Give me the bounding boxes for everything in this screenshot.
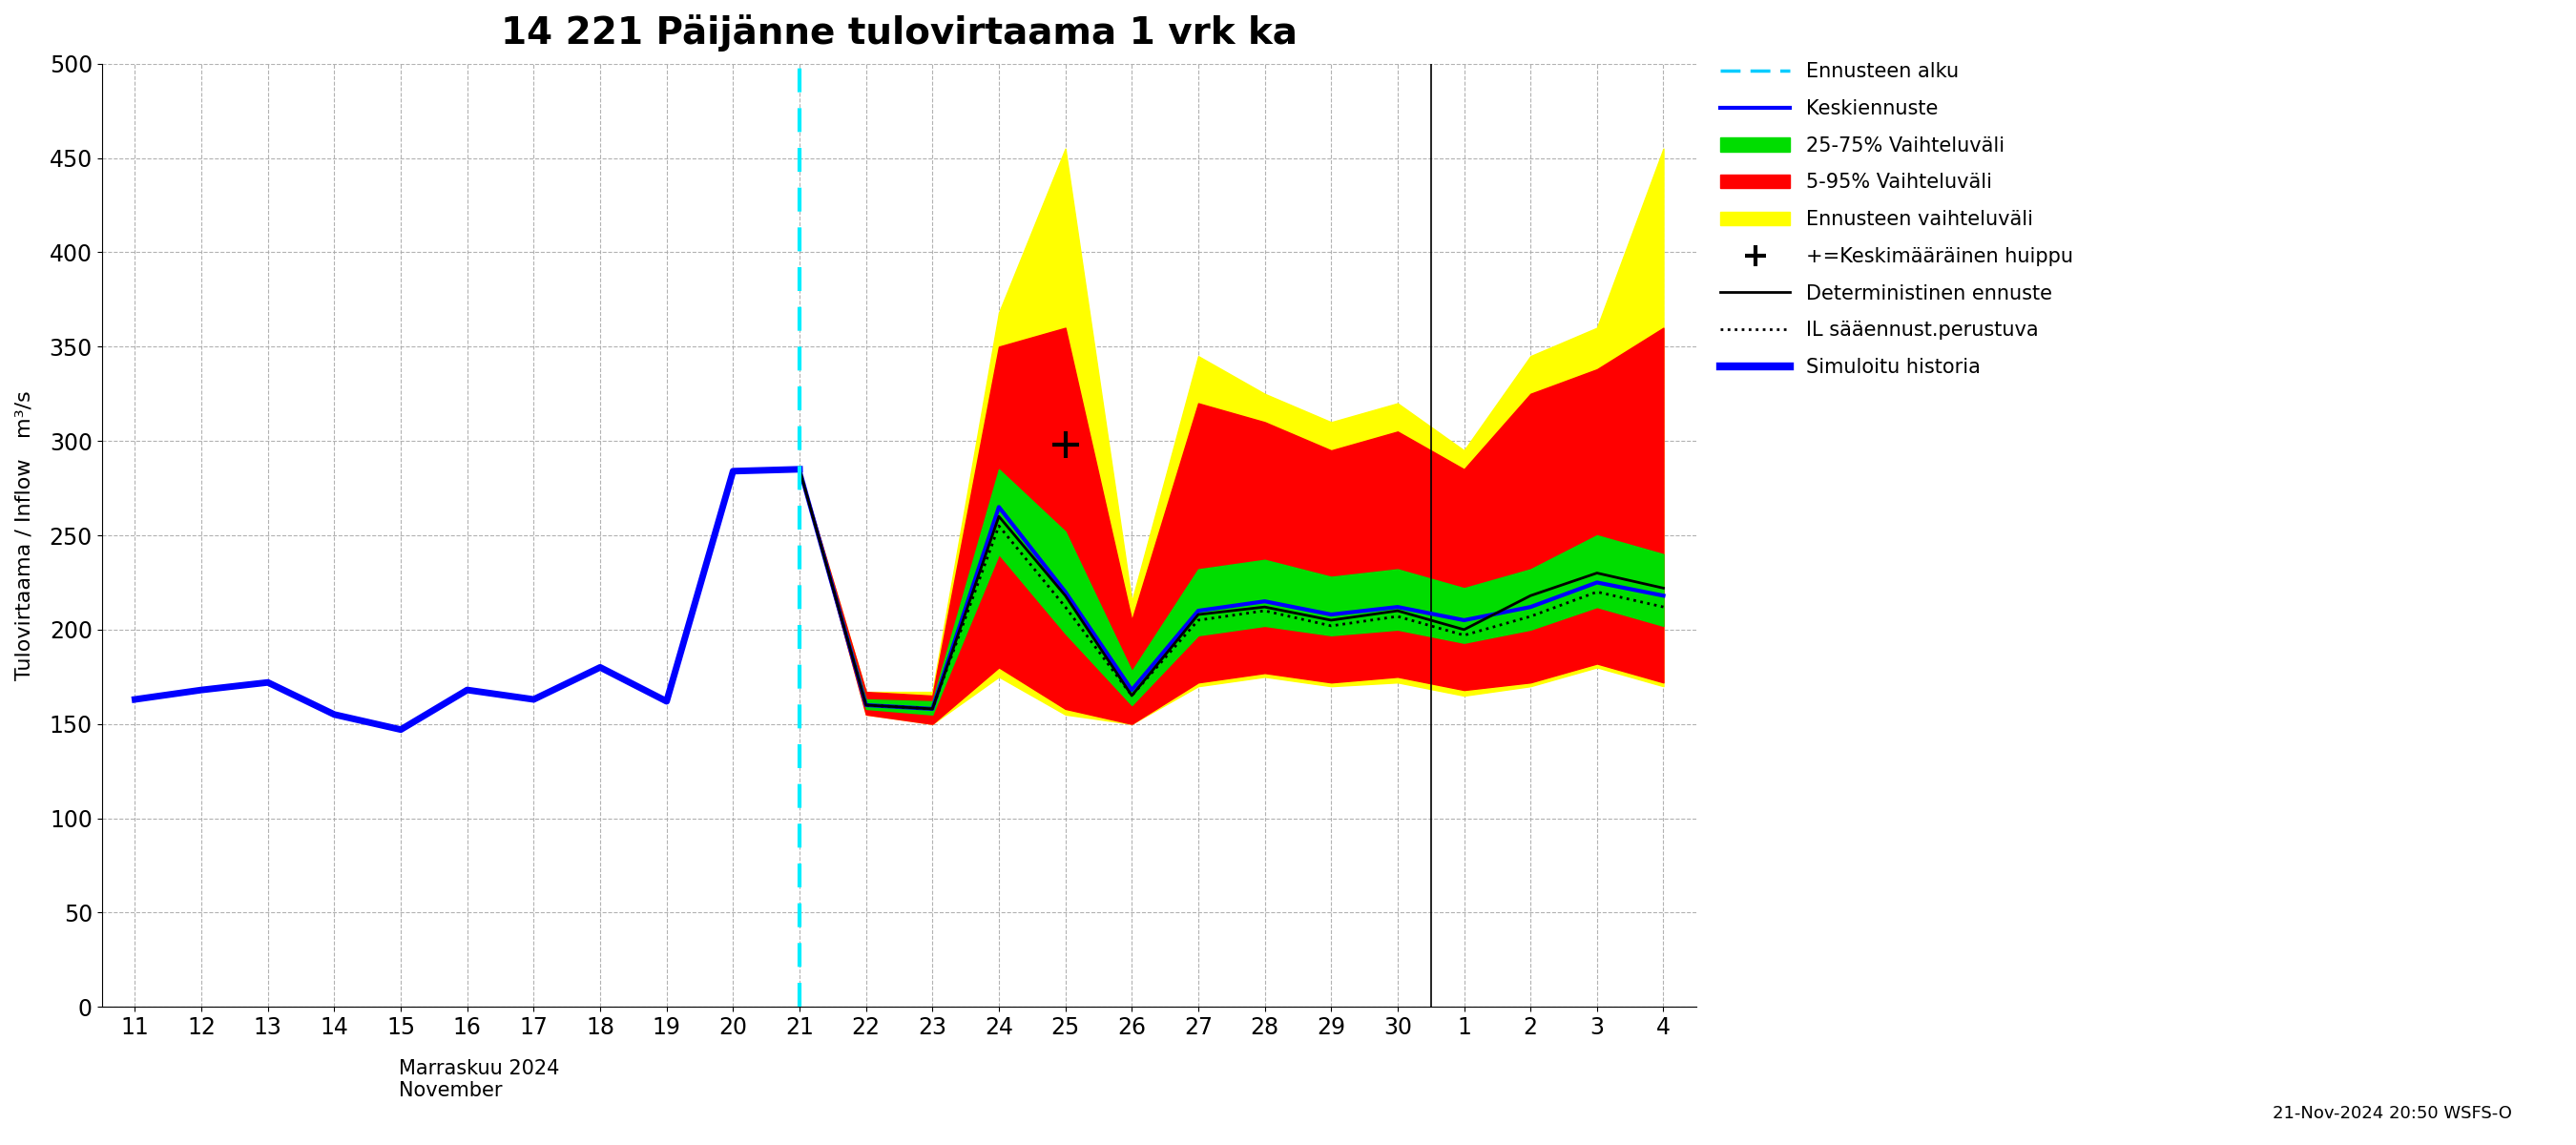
Text: 21-Nov-2024 20:50 WSFS-O: 21-Nov-2024 20:50 WSFS-O xyxy=(2272,1105,2512,1122)
Legend: Ennusteen alku, Keskiennuste, 25-75% Vaihteluväli, 5-95% Vaihteluväli, Ennusteen: Ennusteen alku, Keskiennuste, 25-75% Vai… xyxy=(1713,54,2081,385)
Text: Marraskuu 2024
November: Marraskuu 2024 November xyxy=(399,1059,559,1100)
Title: 14 221 Päijänne tulovirtaama 1 vrk ka: 14 221 Päijänne tulovirtaama 1 vrk ka xyxy=(500,14,1298,52)
Y-axis label: Tulovirtaama / Inflow   m³/s: Tulovirtaama / Inflow m³/s xyxy=(15,390,33,680)
